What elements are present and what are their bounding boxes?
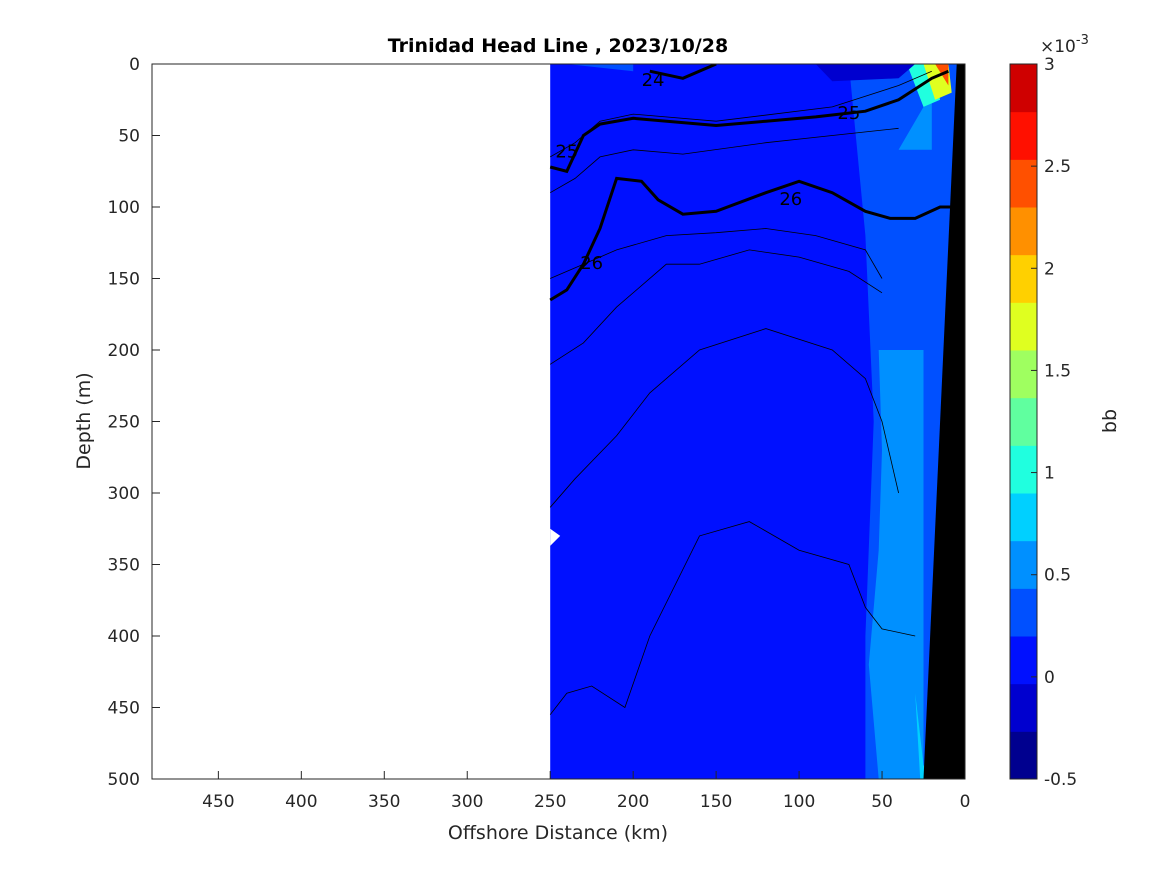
- colorbar-tick-label: 1: [1044, 464, 1055, 484]
- colorbar-segment: [1010, 159, 1037, 208]
- contour-lines: 24 25 25 26 26: [549, 64, 965, 302]
- y-axis-label: Depth (m): [73, 372, 95, 469]
- colorbar-tick-label: 0: [1044, 668, 1055, 688]
- contour-label-26: 26: [779, 189, 802, 210]
- bathymetry-mask: [923, 64, 965, 779]
- colorbar: -0.5 0 0.5 1 1.5 2 2.5 3: [1009, 55, 1077, 790]
- y-tick-label: 350: [108, 556, 140, 576]
- colorbar-multiplier: ×10-3: [1040, 33, 1089, 57]
- colorbar-tick-label: 3: [1044, 55, 1055, 75]
- contour-label-26: 26: [580, 253, 603, 274]
- colorbar-tick-label: 2: [1044, 259, 1055, 279]
- field-surface-dark: [815, 64, 916, 82]
- chart-title: Trinidad Head Line , 2023/10/28: [388, 35, 728, 57]
- contour-thin: [550, 70, 932, 158]
- colorbar-segment: [1010, 493, 1037, 542]
- plot-area: 24 25 25 26 26: [151, 63, 966, 780]
- y-tick-label: 250: [108, 413, 140, 433]
- y-tick-label: 0: [129, 55, 140, 75]
- y-axis: 0 50 100 150 200 250 300 350 400 450 500: [108, 55, 160, 790]
- y-tick-label: 100: [108, 198, 140, 218]
- x-axis-label: Offshore Distance (km): [448, 822, 668, 844]
- colorbar-segment: [1010, 207, 1037, 256]
- contour-thin: [549, 521, 916, 715]
- y-tick-label: 500: [108, 770, 140, 790]
- x-tick-label: 150: [700, 792, 732, 812]
- data-field: [549, 64, 965, 779]
- x-tick-label: 0: [960, 792, 971, 812]
- y-tick-label: 400: [108, 627, 140, 647]
- colorbar-multiplier-base: ×10: [1040, 37, 1076, 57]
- colorbar-frame: [1009, 63, 1038, 780]
- y-tick-label: 450: [108, 699, 140, 719]
- x-tick-label: 300: [451, 792, 483, 812]
- colorbar-segment: [1010, 588, 1037, 637]
- contour-thin: [550, 228, 883, 279]
- colorbar-tick-label: 0.5: [1044, 566, 1071, 586]
- colorbar-segment: [1010, 64, 1037, 113]
- x-tick-label: 350: [368, 792, 400, 812]
- contour-label-25: 25: [555, 142, 578, 163]
- x-axis: 450 400 350 300 250 200 150 100 50 0: [202, 771, 970, 812]
- x-tick-label: 100: [783, 792, 815, 812]
- contour-label-24: 24: [642, 70, 665, 91]
- colorbar-label: bb: [1099, 409, 1121, 433]
- colorbar-segment: [1010, 397, 1037, 446]
- colorbar-tick-label: -0.5: [1044, 770, 1077, 790]
- colorbar-tick-label: 1.5: [1044, 361, 1071, 381]
- colorbar-segment: [1010, 111, 1037, 160]
- colorbar-tick-label: 2.5: [1044, 157, 1071, 177]
- field-nearshore-inner: [868, 350, 924, 779]
- contour-thin: [550, 127, 899, 194]
- field-base: [550, 64, 965, 779]
- x-tick-label: 450: [202, 792, 234, 812]
- y-tick-label: 300: [108, 484, 140, 504]
- colorbar-segment: [1010, 350, 1037, 399]
- colorbar-multiplier-exponent: -3: [1076, 33, 1089, 48]
- x-tick-label: 200: [617, 792, 649, 812]
- y-tick-label: 150: [108, 270, 140, 290]
- x-tick-label: 250: [534, 792, 566, 812]
- colorbar-segment: [1010, 302, 1037, 351]
- contour-line-24: [649, 64, 717, 80]
- colorbar-segment: [1010, 445, 1037, 494]
- colorbar-segment: [1010, 254, 1037, 303]
- colorbar-segment: [1010, 683, 1037, 732]
- y-tick-label: 50: [118, 127, 140, 147]
- x-tick-label: 50: [871, 792, 893, 812]
- contour-line-26: [549, 176, 965, 302]
- field-gap: [550, 528, 561, 546]
- field-surface-patch: [566, 64, 634, 72]
- contour-line-25: [549, 69, 949, 174]
- contour-thin: [549, 328, 899, 508]
- y-tick-label: 200: [108, 341, 140, 361]
- colorbar-segment: [1010, 731, 1037, 780]
- contour-thin: [549, 249, 883, 365]
- field-nearshore-cyan: [915, 693, 929, 779]
- colorbar-segment: [1010, 636, 1037, 685]
- contour-label-25: 25: [837, 103, 860, 124]
- x-tick-label: 400: [285, 792, 317, 812]
- colorbar-segment: [1010, 540, 1037, 589]
